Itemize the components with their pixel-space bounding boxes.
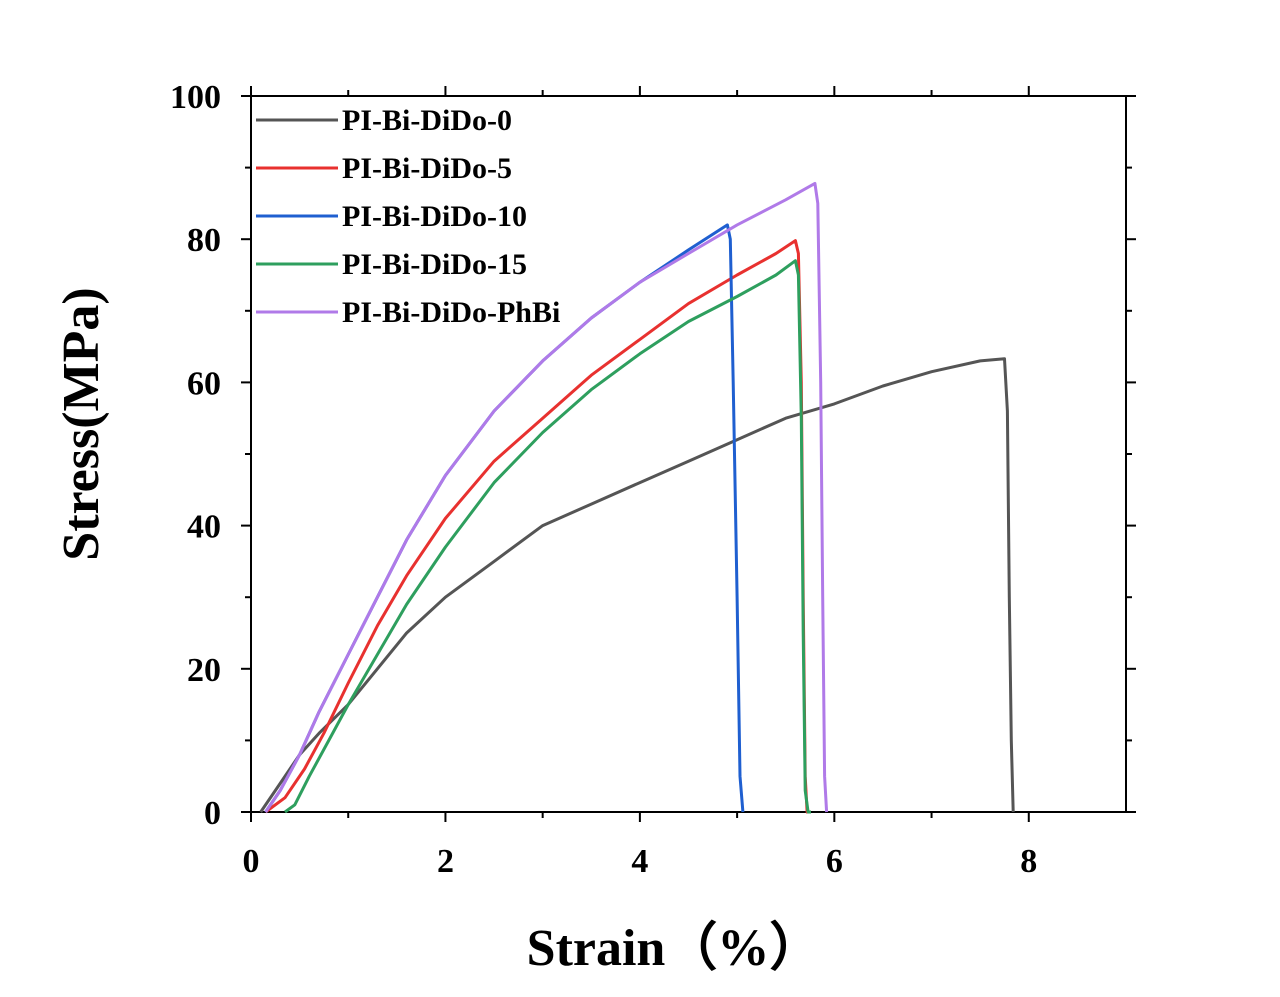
x-tick-label: 8: [1020, 843, 1037, 880]
y-axis-title: Stress(MPa): [53, 287, 110, 560]
legend-label-PI-Bi-DiDo-PhBi: PI-Bi-DiDo-PhBi: [342, 296, 560, 329]
y-tick-label: 20: [187, 652, 221, 689]
legend-label-PI-Bi-DiDo-0: PI-Bi-DiDo-0: [342, 104, 512, 137]
series-line-PI-Bi-DiDo-15: [284, 259, 811, 814]
x-tick-label: 6: [826, 843, 843, 880]
y-tick-label: 40: [187, 509, 221, 546]
legend-label-PI-Bi-DiDo-5: PI-Bi-DiDo-5: [342, 152, 512, 185]
x-axis-title: Strain（%）: [527, 919, 822, 977]
y-tick-label: 60: [187, 365, 221, 402]
legend: PI-Bi-DiDo-0 PI-Bi-DiDo-5 PI-Bi-DiDo-10 PI-…: [256, 104, 560, 329]
y-tick-label: 80: [187, 222, 221, 259]
x-tick-label: 0: [243, 843, 260, 880]
x-tick-label: 2: [437, 843, 454, 880]
legend-label-PI-Bi-DiDo-15: PI-Bi-DiDo-15: [342, 248, 527, 281]
y-tick-label: 100: [170, 79, 221, 116]
series-line-PI-Bi-DiDo-0: [259, 357, 1015, 813]
x-tick-label: 4: [631, 843, 648, 880]
series-layer: [259, 181, 1015, 814]
series-line-PI-Bi-DiDo-PhBi: [264, 181, 829, 813]
y-tick-label: 0: [204, 795, 221, 832]
legend-label-PI-Bi-DiDo-10: PI-Bi-DiDo-10: [342, 200, 527, 233]
